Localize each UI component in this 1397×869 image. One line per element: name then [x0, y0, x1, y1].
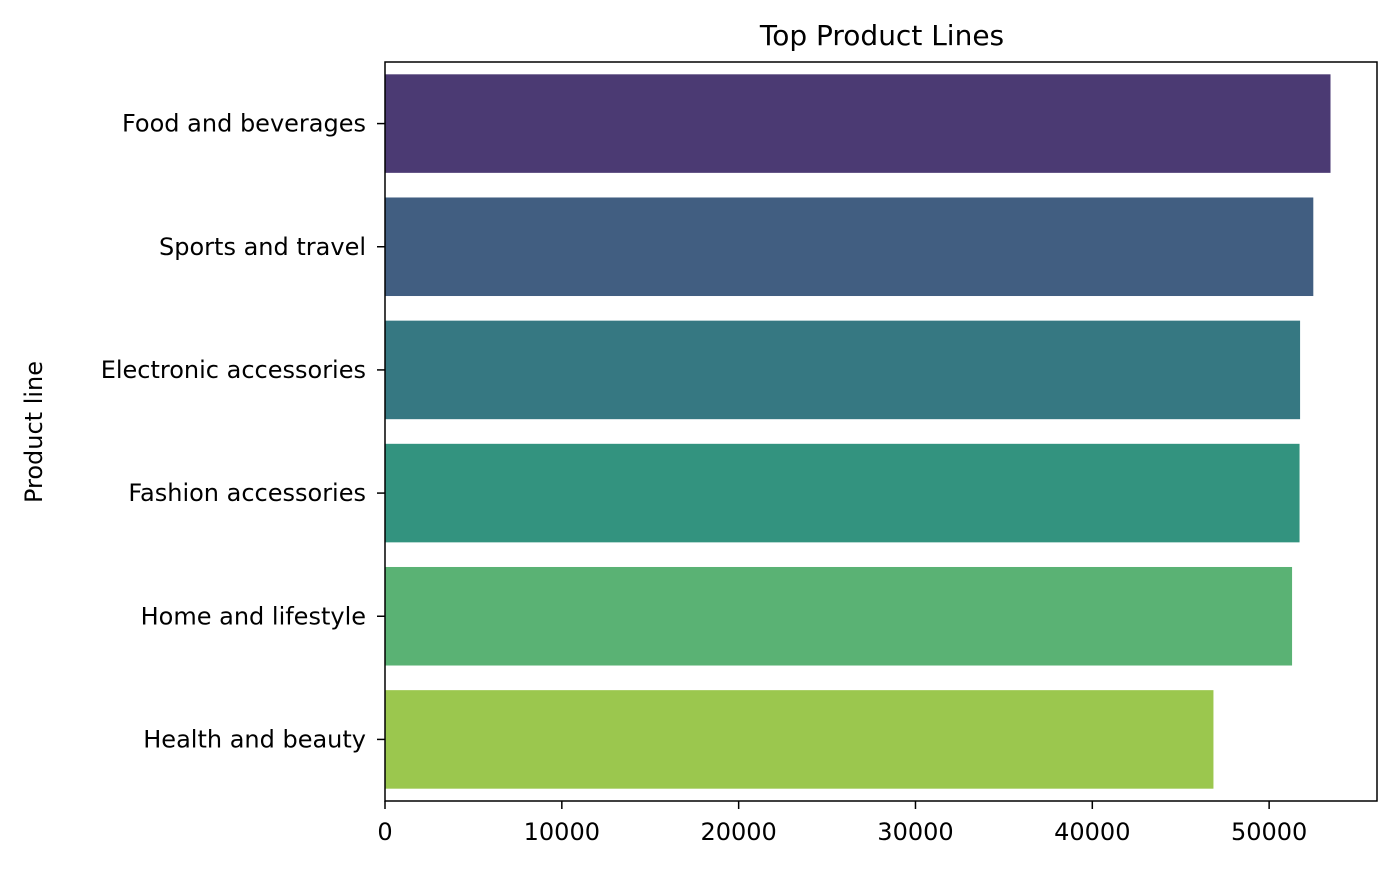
chart-title: Top Product Lines [759, 19, 1004, 52]
bar [385, 690, 1214, 789]
x-tick-label: 20000 [700, 818, 776, 846]
y-tick-label: Sports and travel [159, 233, 366, 261]
y-tick-label: Health and beauty [143, 725, 366, 753]
bar [385, 197, 1314, 297]
bar [385, 320, 1301, 420]
y-axis-ticks: Food and beverages Sports and travel Elect… [101, 110, 385, 753]
x-tick-label: 0 [377, 818, 392, 846]
y-tick-label: Electronic accessories [101, 356, 366, 384]
bars-group [385, 74, 1331, 789]
x-tick-label: 40000 [1054, 818, 1130, 846]
bar [385, 443, 1300, 543]
bar [385, 74, 1331, 173]
x-axis-ticks: 0 10000 20000 30000 40000 50000 [377, 801, 1307, 846]
y-tick-label: Home and lifestyle [141, 602, 366, 630]
y-tick-label: Fashion accessories [128, 479, 366, 507]
x-tick-label: 30000 [877, 818, 953, 846]
y-axis-label: Product line [20, 361, 48, 503]
x-tick-label: 10000 [524, 818, 600, 846]
x-tick-label: 50000 [1231, 818, 1307, 846]
y-tick-label: Food and beverages [122, 110, 366, 138]
plot-frame [384, 61, 1378, 802]
bar [385, 566, 1293, 666]
